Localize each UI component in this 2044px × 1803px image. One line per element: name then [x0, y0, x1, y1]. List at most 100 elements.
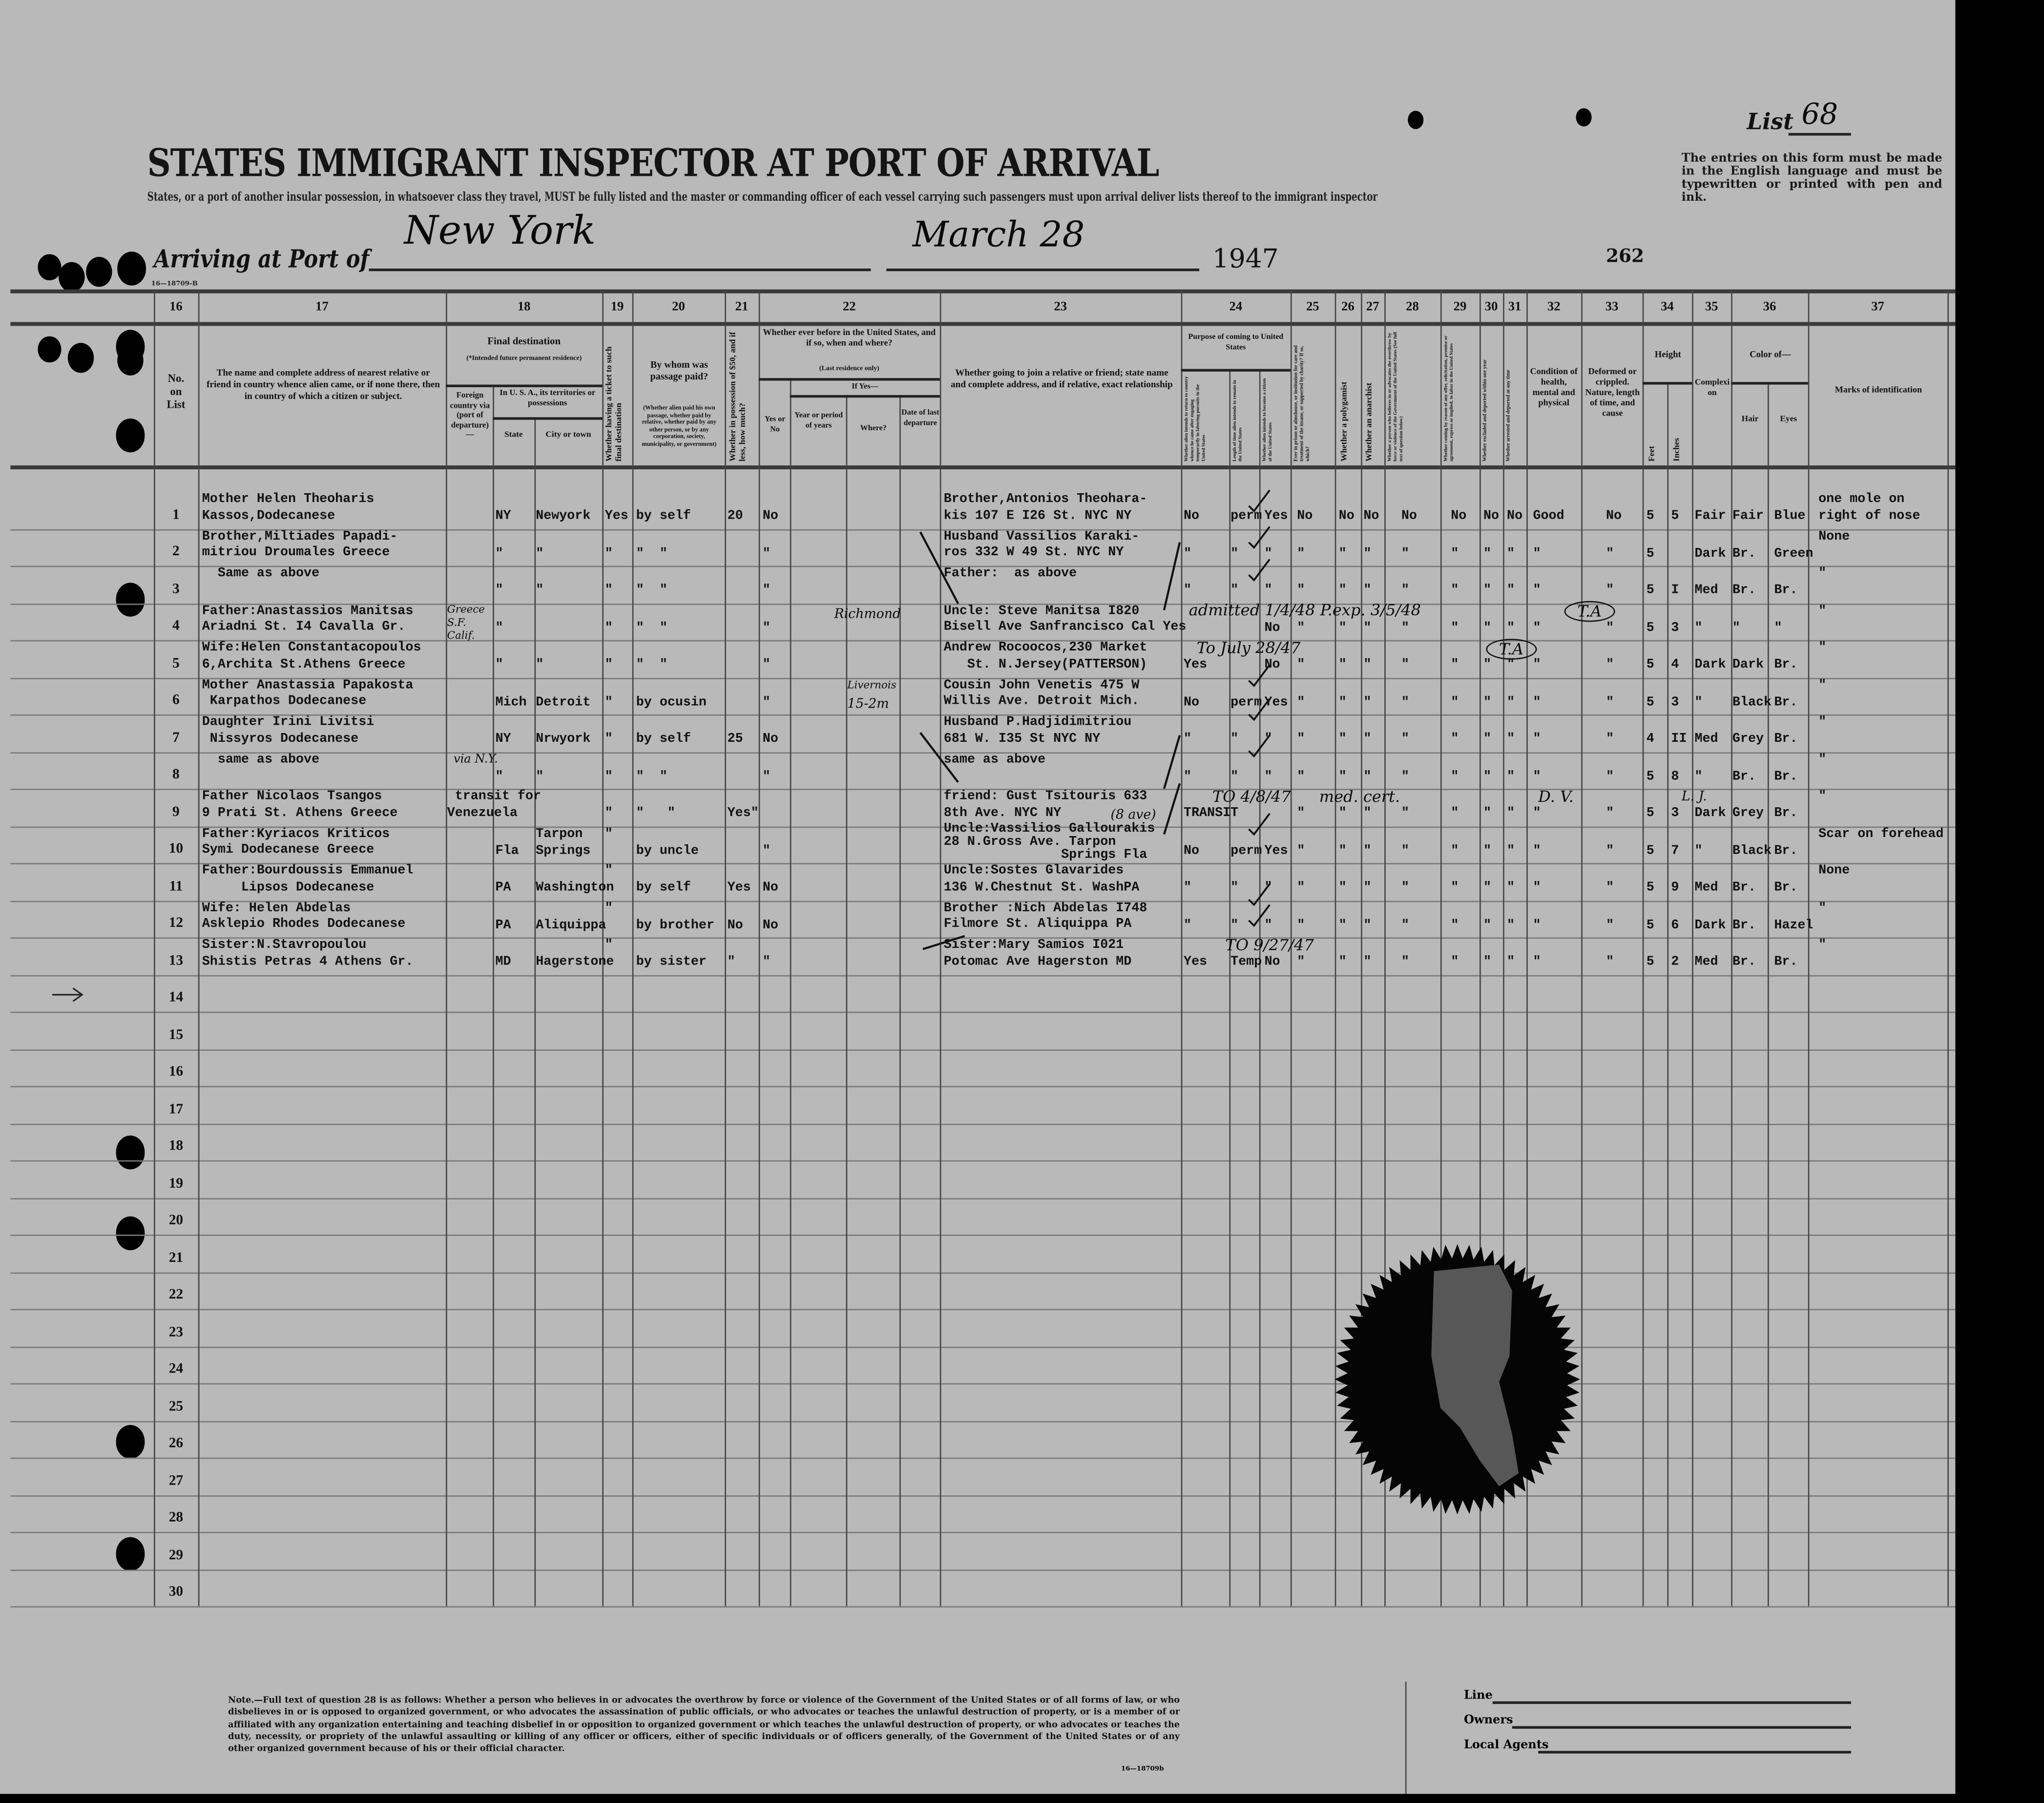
- cell-p_b: ": [1231, 918, 1239, 933]
- cell-inches: 3: [1671, 621, 1679, 636]
- cell-complexion: ": [1694, 621, 1703, 636]
- cell-c30: ": [1483, 918, 1492, 933]
- cell-hair: Br.: [1732, 584, 1756, 599]
- cell-c25: ": [1297, 695, 1305, 710]
- cell-rel: Wife: Helen Abdelas Asklepio Rhodes Dode…: [202, 902, 406, 932]
- table-rule: [10, 322, 1956, 326]
- column-rule: [1692, 289, 1693, 1606]
- cell-c27: No: [1363, 509, 1379, 524]
- cell-c30: ": [1483, 807, 1492, 821]
- cell-before: No: [762, 509, 778, 524]
- row-rule: [10, 1048, 1956, 1050]
- binder-hole: [116, 583, 145, 616]
- cell-c26: ": [1338, 621, 1347, 636]
- cell-paid: by self: [636, 733, 691, 747]
- cell-p_b: ": [1231, 546, 1239, 562]
- cell-inches: 6: [1671, 918, 1679, 933]
- cell-c31: ": [1507, 621, 1515, 636]
- port-value: New York: [404, 209, 596, 254]
- subcolumn-rule: [1767, 382, 1769, 1606]
- annotation-to-9-27-47: TO 9/27/47: [1225, 936, 1314, 955]
- column-rule: [1526, 289, 1528, 1606]
- footer-form-code: 16—18709b: [1121, 1765, 1164, 1773]
- row-rule: [10, 566, 1956, 567]
- cell-c31: ": [1507, 733, 1515, 747]
- binder-hole: [86, 256, 112, 286]
- cell-state: MD: [495, 955, 511, 970]
- row-number: 1: [172, 506, 180, 523]
- cell-rel: Sister:N.Stavropoulou Shistis Petras 4 A…: [202, 939, 414, 969]
- cell-c31: ": [1507, 695, 1515, 710]
- cell-complexion: Dark: [1694, 918, 1726, 933]
- cell-c31: ": [1507, 770, 1515, 784]
- cell-money: ": [727, 955, 735, 970]
- cell-ticket: ": [605, 546, 613, 562]
- row-number: 22: [168, 1286, 184, 1302]
- column-rule: [602, 289, 604, 1606]
- cell-c28: ": [1401, 546, 1409, 562]
- cell-money: 20: [727, 509, 743, 524]
- cell-hair: Br.: [1732, 546, 1756, 562]
- cell-feet: 5: [1646, 621, 1654, 636]
- cell-city: ": [536, 770, 544, 784]
- cell-city: ": [536, 658, 544, 673]
- arriving-label: Arriving at Port of: [154, 245, 370, 274]
- cell-join: Andrew Rocoocos,230 Market St. N.Jersey(…: [943, 641, 1147, 672]
- header-paid-by: By whom was passage paid?: [650, 358, 709, 382]
- cell-marks: ": [1818, 604, 1827, 619]
- cell-marks: ": [1818, 715, 1827, 730]
- cell-inches: II: [1671, 733, 1687, 747]
- cell-c33: ": [1606, 621, 1614, 636]
- cell-complexion: Med: [1694, 881, 1718, 896]
- column-rule: [1440, 289, 1442, 1606]
- cell-inches: I: [1671, 584, 1679, 599]
- cell-c27: ": [1363, 733, 1372, 747]
- cell-c27: ": [1363, 546, 1372, 562]
- cell-state: ": [495, 658, 503, 673]
- table-row: 22: [0, 1272, 1955, 1309]
- row-rule: [10, 1531, 1956, 1533]
- header-state: State: [504, 430, 523, 440]
- table-row: 25: [0, 1383, 1955, 1420]
- row-number: 18: [168, 1138, 184, 1154]
- cell-complexion: ": [1694, 695, 1703, 710]
- cell-before: ": [762, 584, 771, 599]
- cell-join: same as above: [943, 753, 1046, 768]
- cell-c26: ": [1338, 955, 1347, 970]
- cell-hair: Fair: [1732, 509, 1764, 524]
- cell-feet: 4: [1646, 733, 1654, 747]
- cell-c29: ": [1451, 658, 1459, 673]
- row-number: 20: [168, 1212, 184, 1228]
- cell-marks: ": [1818, 902, 1827, 916]
- cell-c25: ": [1297, 918, 1305, 933]
- column-rule: [1181, 289, 1183, 1606]
- annotation-ta-circle: T.A: [1564, 601, 1615, 622]
- column-rule: [1808, 289, 1810, 1606]
- cell-feet: 5: [1646, 546, 1654, 562]
- cell-hair: Black: [1732, 695, 1772, 710]
- cell-state: Fla: [495, 844, 519, 859]
- header-c32: Condition of health, mental and physical: [1530, 367, 1578, 408]
- cell-state: PA: [495, 918, 511, 933]
- list-label: List: [1747, 109, 1794, 136]
- table-rule: [10, 465, 1956, 470]
- column-rule: [1503, 289, 1504, 1606]
- cell-c26: ": [1338, 770, 1347, 784]
- cell-c28: ": [1401, 584, 1409, 599]
- cell-join: Sister:Mary Samios I021 Potomac Ave Hage…: [943, 939, 1132, 969]
- binder-hole: [59, 261, 85, 292]
- row-rule: [10, 863, 1956, 864]
- cell-p_a: No: [1183, 844, 1200, 859]
- cell-c33: ": [1606, 881, 1614, 896]
- annotation-ta-circle: T.A: [1486, 639, 1537, 660]
- row-number: 17: [168, 1101, 184, 1117]
- cell-c32: ": [1533, 770, 1541, 784]
- cell-eyes: Br.: [1774, 770, 1798, 784]
- cell-c25: ": [1297, 955, 1305, 970]
- row-rule: [10, 1086, 1956, 1088]
- cell-state: ": [495, 584, 503, 599]
- column-rule: [1361, 289, 1362, 1606]
- cell-hair: Grey: [1732, 733, 1764, 747]
- row-rule: [10, 900, 1956, 902]
- header-eyes: Eyes: [1780, 414, 1797, 424]
